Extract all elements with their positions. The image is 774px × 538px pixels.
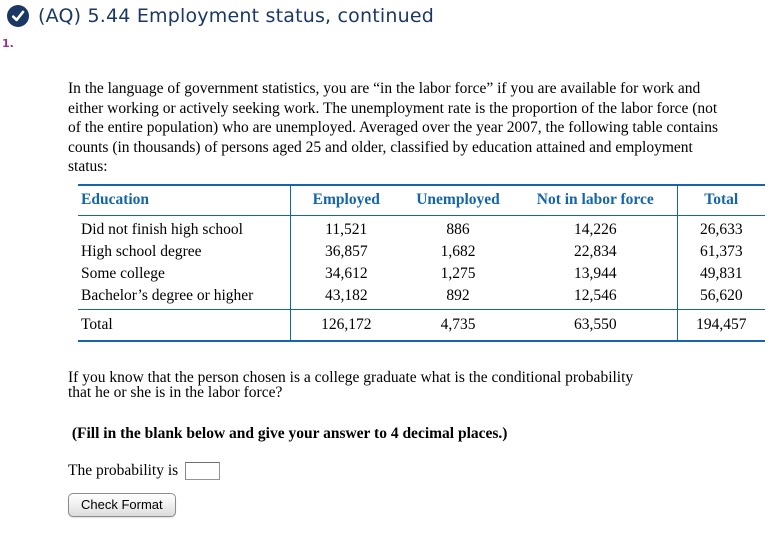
check-circle-icon [7, 5, 29, 27]
column-header-employed: Employed [290, 184, 402, 216]
column-header-not-in-labor-force: Not in labor force [514, 184, 677, 216]
cell-not-in-labor-force: 13,944 [573, 264, 617, 282]
page-title: (AQ) 5.44 Employment status, continued [38, 5, 435, 27]
assignment-header: (AQ) 5.44 Employment status, continued [0, 0, 774, 27]
cell-total: 26,633 [676, 215, 765, 241]
row-label: Some college [78, 262, 291, 285]
answer-label: The probability is [68, 461, 179, 479]
cell-unemployed: 4,735 [402, 308, 514, 341]
cell-employed: 36,857 [324, 242, 368, 260]
cell-total: 49,831 [676, 262, 765, 285]
cell-employed: 126,172 [290, 308, 402, 341]
table-row: Did not finish high school 11,521 886 14… [78, 215, 765, 241]
cell-employed: 11,521 [325, 220, 368, 238]
table-total-row: Total 126,172 4,735 63,550 194,457 [78, 308, 765, 341]
answer-row: The probability is [68, 461, 774, 480]
probability-input[interactable] [185, 461, 221, 480]
cell-total: 194,457 [676, 308, 765, 341]
intro-paragraph: In the language of government statistics… [68, 80, 719, 175]
row-label: Bachelor’s degree or higher [78, 284, 291, 309]
cell-employed: 43,182 [324, 286, 368, 304]
row-label: Total [78, 308, 291, 341]
cell-not-in-labor-force: 14,226 [573, 220, 617, 238]
cell-unemployed: 1,682 [440, 242, 476, 260]
cell-not-in-labor-force: 22,834 [573, 242, 617, 260]
question-text: If you know that the person chosen is a … [68, 368, 634, 401]
column-header-unemployed: Unemployed [402, 184, 514, 216]
table-row: Some college 34,612 1,275 13,944 49,831 [78, 262, 765, 285]
cell-unemployed: 892 [446, 286, 470, 304]
employment-table: Education Employed Unemployed Not in lab… [78, 183, 765, 342]
table-row: Bachelor’s degree or higher 43,182 892 1… [78, 284, 765, 309]
cell-employed: 34,612 [324, 264, 368, 282]
check-format-button[interactable]: Check Format [68, 492, 176, 517]
answer-format-note: (Fill in the blank below and give your a… [71, 424, 508, 442]
question-body: In the language of government statistics… [68, 79, 774, 517]
column-header-education: Education [78, 184, 291, 216]
cell-not-in-labor-force: 12,546 [573, 286, 617, 304]
table-header-row: Education Employed Unemployed Not in lab… [78, 184, 765, 216]
table-row: High school degree 36,857 1,682 22,834 6… [78, 240, 765, 263]
cell-unemployed: 886 [446, 220, 470, 238]
column-header-total: Total [676, 184, 765, 216]
cell-total: 61,373 [676, 240, 765, 263]
question-number: 1. [2, 37, 14, 50]
cell-not-in-labor-force: 63,550 [514, 308, 677, 341]
row-label: Did not finish high school [78, 215, 291, 241]
cell-unemployed: 1,275 [440, 264, 476, 282]
row-label: High school degree [78, 240, 291, 263]
cell-total: 56,620 [676, 284, 765, 309]
